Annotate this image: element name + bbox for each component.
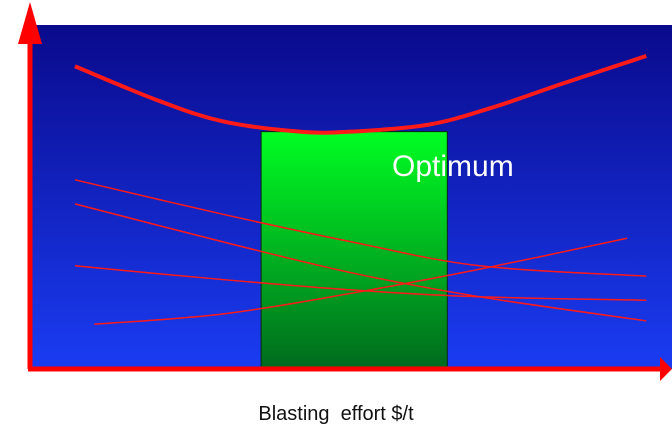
optimum-band xyxy=(260,131,448,370)
x-axis-arrow xyxy=(660,357,672,381)
total-cost-curve xyxy=(74,54,647,135)
cost-component-curve-2 xyxy=(74,203,647,322)
x-axis-label: Blasting effort $/t xyxy=(258,403,414,425)
cost-component-curve-4 xyxy=(94,237,628,326)
optimum-annotation: Optimum xyxy=(392,150,514,183)
cost-component-curve-3 xyxy=(74,265,647,301)
y-axis-arrow xyxy=(18,2,42,44)
cost-component-curve-1 xyxy=(74,179,647,277)
